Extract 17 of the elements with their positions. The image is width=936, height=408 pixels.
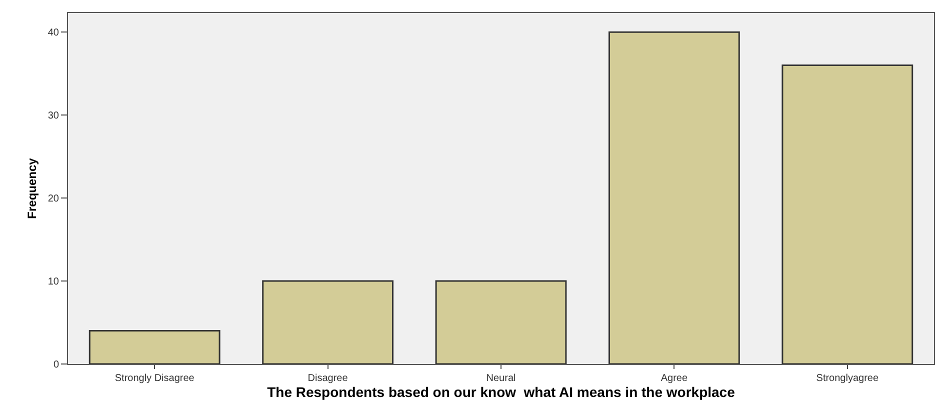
y-tick-label: 20 xyxy=(48,194,60,205)
y-tick-label: 40 xyxy=(48,28,60,39)
y-tick-label: 10 xyxy=(48,276,60,288)
x-axis-title: The Respondents based on our know what AI means in the workplace xyxy=(267,384,736,400)
x-tick-label: Stronglyagree xyxy=(816,373,879,384)
y-tick-label: 30 xyxy=(48,110,60,122)
bar xyxy=(262,280,394,364)
y-axis-title: Frequency xyxy=(25,158,40,219)
x-tick-label: Neural xyxy=(486,373,516,384)
x-tick-label: Disagree xyxy=(308,373,348,384)
bar xyxy=(435,280,567,364)
y-tick-label: 0 xyxy=(53,360,60,370)
bar xyxy=(608,31,740,364)
x-tick-label: Strongly Disagree xyxy=(114,373,195,384)
bar xyxy=(782,64,914,364)
bar xyxy=(88,330,220,364)
x-tick-label: Agree xyxy=(660,373,688,384)
